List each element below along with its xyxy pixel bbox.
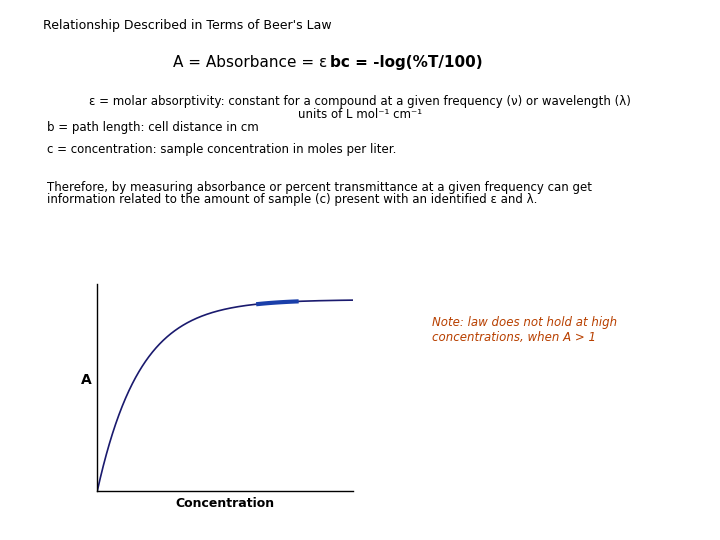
Text: bc = -log(%T/100): bc = -log(%T/100)	[330, 55, 482, 70]
Y-axis label: A: A	[81, 374, 91, 388]
Text: b = path length: cell distance in cm: b = path length: cell distance in cm	[47, 122, 258, 134]
Text: Therefore, by measuring absorbance or percent transmittance at a given frequency: Therefore, by measuring absorbance or pe…	[47, 181, 592, 194]
Text: Relationship Described in Terms of Beer's Law: Relationship Described in Terms of Beer'…	[43, 19, 332, 32]
Text: Note: law does not hold at high
concentrations, when A > 1: Note: law does not hold at high concentr…	[432, 316, 617, 344]
Text: c = concentration: sample concentration in moles per liter.: c = concentration: sample concentration …	[47, 143, 396, 156]
Text: units of L mol⁻¹ cm⁻¹: units of L mol⁻¹ cm⁻¹	[298, 108, 422, 121]
Text: A = Absorbance = ε: A = Absorbance = ε	[174, 55, 328, 70]
Text: information related to the amount of sample (c) present with an identified ε and: information related to the amount of sam…	[47, 193, 537, 206]
Text: ε = molar absorptivity: constant for a compound at a given frequency (ν) or wave: ε = molar absorptivity: constant for a c…	[89, 94, 631, 107]
X-axis label: Concentration: Concentration	[176, 497, 274, 510]
